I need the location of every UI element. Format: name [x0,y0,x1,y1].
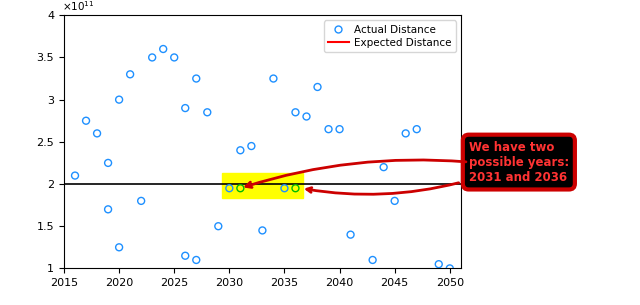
Point [279,186,289,191]
Point [180,106,190,110]
Point [268,76,278,81]
Point [180,253,190,258]
Point [335,127,345,132]
Legend: Actual Distance, Expected Distance: Actual Distance, Expected Distance [324,20,456,52]
Point [346,232,356,237]
Point [323,127,333,132]
Text: We have two
possible years:
2031 and 2036: We have two possible years: 2031 and 203… [307,141,569,194]
Point [401,131,411,136]
Point [114,97,124,102]
Point [312,84,323,89]
Point [125,72,135,77]
Point [169,55,179,60]
Point [147,55,157,60]
Point [378,165,388,170]
Point [224,186,234,191]
Point [291,186,301,191]
Point [70,173,80,178]
Point [412,127,422,132]
Point [191,76,202,81]
Point [257,228,268,233]
Text: $\times 10^{11}$: $\times 10^{11}$ [62,0,95,13]
Point [390,199,400,203]
Point [236,186,246,191]
Point [445,266,455,271]
Point [114,245,124,250]
Point [236,148,246,153]
Point [136,199,147,203]
Point [103,207,113,212]
Point [291,110,301,115]
Point [158,47,168,52]
Point [103,160,113,165]
Point [434,262,444,267]
Point [202,110,212,115]
Point [246,144,257,149]
Point [81,118,91,123]
Point [191,257,202,262]
Point [367,257,378,262]
Point [92,131,102,136]
Point [301,114,312,119]
Point [213,224,223,229]
Bar [221,173,303,198]
